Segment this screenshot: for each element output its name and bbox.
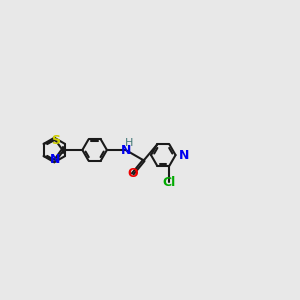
- Text: N: N: [121, 143, 131, 157]
- Text: N: N: [50, 153, 61, 167]
- Text: H: H: [125, 138, 133, 148]
- Text: O: O: [128, 167, 138, 180]
- Text: S: S: [51, 134, 60, 147]
- Text: Cl: Cl: [163, 176, 176, 189]
- Text: N: N: [178, 148, 189, 162]
